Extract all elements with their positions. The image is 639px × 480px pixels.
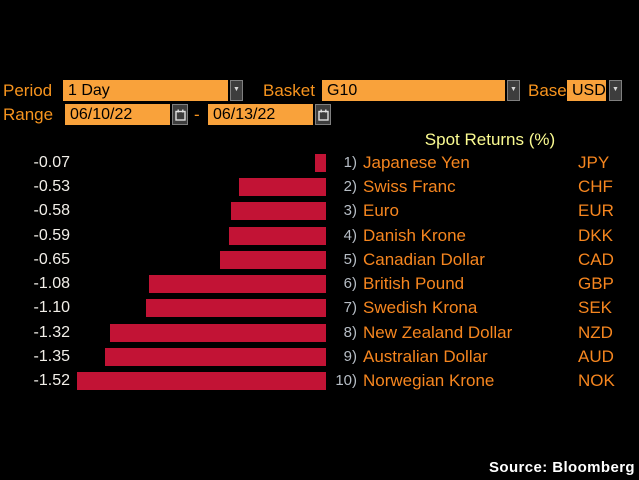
basket-dropdown[interactable]: G10 — [322, 80, 505, 101]
row-currency-name: Australian Dollar — [363, 346, 488, 366]
bar-value-label: -0.07 — [33, 154, 70, 171]
base-dropdown-button[interactable]: ▼ — [609, 80, 622, 101]
bar-value-label: -1.10 — [33, 299, 70, 317]
row-rank: 3) — [343, 202, 357, 220]
bar — [109, 323, 326, 342]
row-currency-code: EUR — [578, 201, 614, 221]
row-currency-code: SEK — [578, 298, 613, 318]
range-end-input[interactable]: 06/13/22 — [208, 104, 313, 125]
bar — [77, 372, 326, 390]
bar-value-label: -0.58 — [33, 202, 70, 220]
bar — [219, 250, 326, 269]
bar-value-label: -0.53 — [33, 178, 70, 196]
chart-row[interactable]: -0.59 4) Danish Krone DKK — [0, 224, 639, 248]
bar — [104, 347, 326, 366]
chevron-down-icon: ▼ — [510, 86, 517, 93]
row-currency-name: Swiss Franc — [363, 177, 456, 197]
chevron-down-icon: ▼ — [233, 86, 240, 93]
row-currency-name: Danish Krone — [363, 225, 467, 245]
row-rank: 7) — [343, 299, 357, 317]
row-currency-code: AUD — [578, 346, 614, 366]
row-rank: 9) — [343, 347, 357, 365]
range-start-input[interactable]: 06/10/22 — [65, 104, 170, 125]
period-dropdown-button[interactable]: ▼ — [230, 80, 243, 101]
row-currency-name: New Zealand Dollar — [363, 322, 513, 342]
row-currency-code: CAD — [578, 249, 614, 269]
basket-label: Basket — [263, 81, 315, 100]
chart-title: Spot Returns (%) — [424, 130, 556, 149]
bar — [229, 226, 326, 245]
row-currency-name: British Pound — [363, 274, 465, 294]
bar-value-label: -0.65 — [33, 250, 70, 268]
range-label: Range — [3, 105, 54, 124]
chart-row[interactable]: -1.32 8) New Zealand Dollar NZD — [0, 321, 639, 345]
bar-value-label: -1.52 — [33, 372, 70, 389]
chart-row[interactable]: -1.08 6) British Pound GBP — [0, 272, 639, 296]
base-label: Base — [528, 81, 567, 100]
row-currency-code: JPY — [578, 153, 610, 172]
row-currency-code: CHF — [578, 177, 613, 197]
row-rank: 10) — [335, 372, 357, 389]
calendar-icon — [174, 109, 186, 121]
calendar-icon — [317, 109, 329, 121]
row-rank: 4) — [343, 226, 357, 244]
bar-value-label: -1.35 — [33, 347, 70, 365]
bar — [231, 202, 326, 221]
chart-row[interactable]: -1.35 9) Australian Dollar AUD — [0, 345, 639, 369]
row-currency-name: Euro — [363, 201, 399, 221]
base-dropdown[interactable]: USD — [567, 80, 606, 101]
chart-row[interactable]: -0.58 3) Euro EUR — [0, 199, 639, 223]
chart-row[interactable]: -1.52 10) Norwegian Krone NOK — [0, 369, 639, 393]
row-currency-code: GBP — [578, 274, 614, 294]
range-end-calendar-button[interactable] — [315, 104, 331, 125]
chart-row[interactable]: -1.10 7) Swedish Krona SEK — [0, 296, 639, 320]
chevron-down-icon: ▼ — [612, 86, 619, 93]
row-currency-code: DKK — [578, 225, 613, 245]
bar — [145, 299, 326, 318]
source-credit: Source: Bloomberg — [489, 459, 635, 476]
bar — [149, 275, 326, 294]
basket-dropdown-button[interactable]: ▼ — [507, 80, 520, 101]
bar — [314, 154, 326, 172]
bar-value-label: -1.32 — [33, 323, 70, 341]
period-label: Period — [3, 81, 53, 100]
row-currency-code: NOK — [578, 371, 615, 390]
range-start-calendar-button[interactable] — [172, 104, 188, 125]
row-currency-name: Swedish Krona — [363, 298, 478, 318]
row-currency-name: Norwegian Krone — [363, 371, 495, 390]
row-rank: 5) — [343, 250, 357, 268]
row-rank: 8) — [343, 323, 357, 341]
row-currency-name: Canadian Dollar — [363, 249, 485, 269]
row-rank: 6) — [343, 275, 357, 293]
bar — [239, 178, 326, 197]
row-rank: 1) — [343, 154, 357, 171]
range-separator: - — [194, 105, 200, 124]
period-dropdown[interactable]: 1 Day — [63, 80, 228, 101]
bar-value-label: -1.08 — [33, 275, 70, 293]
chart-row[interactable]: -0.65 5) Canadian Dollar CAD — [0, 248, 639, 272]
row-rank: 2) — [343, 178, 357, 196]
row-currency-name: Japanese Yen — [363, 153, 470, 172]
chart-row[interactable]: -0.53 2) Swiss Franc CHF — [0, 175, 639, 199]
bar-value-label: -0.59 — [33, 226, 70, 244]
chart-row[interactable]: -0.07 1) Japanese Yen JPY — [0, 151, 639, 175]
row-currency-code: NZD — [578, 322, 613, 342]
